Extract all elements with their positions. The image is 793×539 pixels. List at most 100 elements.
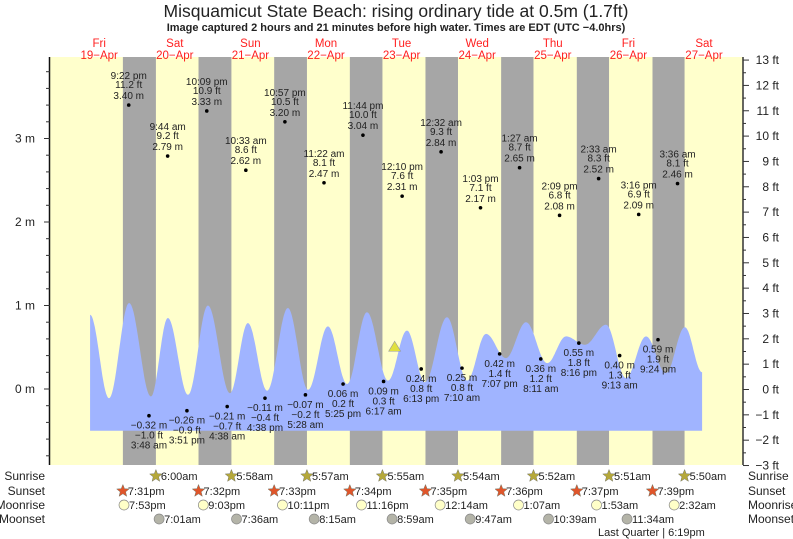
- tide-height-ft: 10.9 ft: [193, 86, 221, 97]
- sunrise-icon: [224, 468, 239, 482]
- tide-time: 2:09 pm: [542, 181, 578, 192]
- right-tick-label: 9 ft: [762, 154, 779, 168]
- tide-height-m: 3.40 m: [113, 91, 144, 102]
- tide-height-ft: 11.2 ft: [115, 80, 142, 91]
- moonrise-icon: [356, 499, 367, 511]
- moonrise-time: 11:16pm: [367, 500, 409, 512]
- moonset-time: 8:15am: [319, 514, 356, 526]
- moonrise-time: 1:07am: [524, 500, 561, 512]
- moonset-time: 10:39am: [554, 514, 597, 526]
- sunrise-time: 5:51am: [614, 471, 651, 483]
- tide-height-ft: −0.7 ft: [213, 422, 241, 433]
- moonrise-icon: [434, 499, 446, 511]
- sunrise-icon: [375, 468, 390, 482]
- sunrise-icon: [149, 468, 163, 482]
- sunset-time: 7:31pm: [128, 486, 165, 498]
- tide-time: 10:33 am: [225, 136, 267, 147]
- right-tick-label: 3 ft: [762, 306, 779, 320]
- tide-time: 10:09 pm: [186, 77, 228, 88]
- tide-time: 3:36 am: [659, 150, 695, 161]
- day-date: 20−Apr: [156, 50, 194, 62]
- moonset-icon: [386, 513, 398, 525]
- tide-height-ft: 6.8 ft: [548, 190, 570, 201]
- day-date: 25−Apr: [534, 50, 572, 62]
- high-tide-point: [517, 165, 522, 170]
- tide-height-m: 2.52 m: [583, 165, 614, 176]
- moonset-icon: [464, 513, 476, 525]
- right-tick-label: −2 ft: [755, 433, 779, 447]
- low-tide-point: [303, 393, 308, 397]
- day-date: 21−Apr: [232, 50, 270, 62]
- right-tick-label: −1 ft: [755, 408, 779, 422]
- tide-time: 5:28 am: [287, 420, 323, 431]
- tide-time: 9:13 am: [602, 381, 638, 392]
- tide-height-m: −0.26 m: [169, 416, 205, 427]
- high-tide-point: [361, 133, 365, 137]
- tide-time: 3:48 am: [131, 441, 167, 452]
- tide-height-ft: 8.1 ft: [666, 159, 688, 170]
- tide-height-m: 2.08 m: [544, 201, 575, 212]
- high-tide-point: [675, 181, 680, 186]
- day-name: Sat: [166, 38, 184, 50]
- high-tide-point: [126, 103, 131, 107]
- day-name: Wed: [465, 38, 488, 50]
- tide-time: 9:24 pm: [640, 365, 676, 376]
- tide-height-m: 0.25 m: [447, 373, 478, 384]
- tide-time: 1:03 pm: [462, 174, 498, 185]
- tide-height-ft: 7.1 ft: [469, 183, 491, 194]
- moonset-icon: [153, 513, 165, 525]
- tide-time: 6:17 am: [366, 406, 402, 417]
- low-tide-point: [617, 353, 622, 358]
- tide-time: 6:13 pm: [403, 394, 439, 405]
- left-tick-label: 3 m: [15, 132, 35, 146]
- sunrise-icon: [451, 468, 465, 482]
- tide-height-m: 0.55 m: [564, 348, 595, 359]
- tide-time: 9:44 am: [150, 122, 186, 133]
- low-tide-point: [538, 357, 543, 361]
- sunset-icon: [343, 483, 357, 497]
- right-tick-label: 6 ft: [762, 230, 779, 244]
- tide-height-m: 2.09 m: [623, 200, 654, 211]
- tide-curve-area: [90, 303, 703, 431]
- tide-height-ft: 1.3 ft: [609, 371, 631, 382]
- high-tide-point: [439, 150, 443, 154]
- tide-height-ft: 6.9 ft: [628, 189, 650, 200]
- sunrise-time: 5:54am: [463, 471, 500, 483]
- sunset-time: 7:32pm: [204, 486, 241, 498]
- low-tide-point: [577, 341, 581, 345]
- moonrise-icon: [513, 499, 524, 511]
- high-tide-point: [596, 176, 601, 181]
- tide-time: 4:38 am: [209, 432, 245, 443]
- moonset-time: 9:47am: [475, 514, 512, 526]
- sunset-time: 7:39pm: [657, 486, 694, 498]
- sunrise-row-label-right: Sunrise: [748, 469, 789, 483]
- tide-height-m: 2.31 m: [387, 182, 418, 193]
- sunset-time: 7:33pm: [279, 486, 316, 498]
- tide-time: 7:07 pm: [482, 379, 518, 390]
- tide-time: 8:16 pm: [561, 368, 597, 379]
- moonrise-row-label-right: Moonrise: [748, 498, 793, 512]
- sunset-icon: [645, 483, 660, 497]
- tide-height-m: 3.04 m: [348, 121, 379, 132]
- right-tick-label: 10 ft: [756, 129, 780, 143]
- high-tide-point: [636, 212, 641, 217]
- tide-height-m: 0.09 m: [368, 386, 399, 397]
- moonset-row-label: Moonset: [0, 512, 46, 526]
- moonrise-time: 1:53am: [602, 500, 639, 512]
- day-name: Sat: [695, 38, 713, 50]
- tide-height-m: −0.21 m: [209, 412, 245, 423]
- low-tide-point: [460, 366, 464, 370]
- day-date: 24−Apr: [458, 50, 496, 62]
- tide-time: 12:32 am: [420, 118, 462, 129]
- day-name: Mon: [315, 38, 337, 50]
- tide-height-ft: 10.0 ft: [349, 110, 377, 121]
- high-tide-point: [557, 213, 562, 218]
- tide-height-m: 2.17 m: [465, 194, 496, 205]
- day-date: 26−Apr: [610, 50, 648, 62]
- tide-time: 4:38 pm: [247, 423, 283, 434]
- right-tick-label: 11 ft: [757, 104, 780, 118]
- low-tide-point: [263, 396, 267, 400]
- day-name: Fri: [622, 38, 635, 50]
- moonrise-icon: [118, 499, 130, 511]
- sunset-time: 7:35pm: [430, 486, 467, 498]
